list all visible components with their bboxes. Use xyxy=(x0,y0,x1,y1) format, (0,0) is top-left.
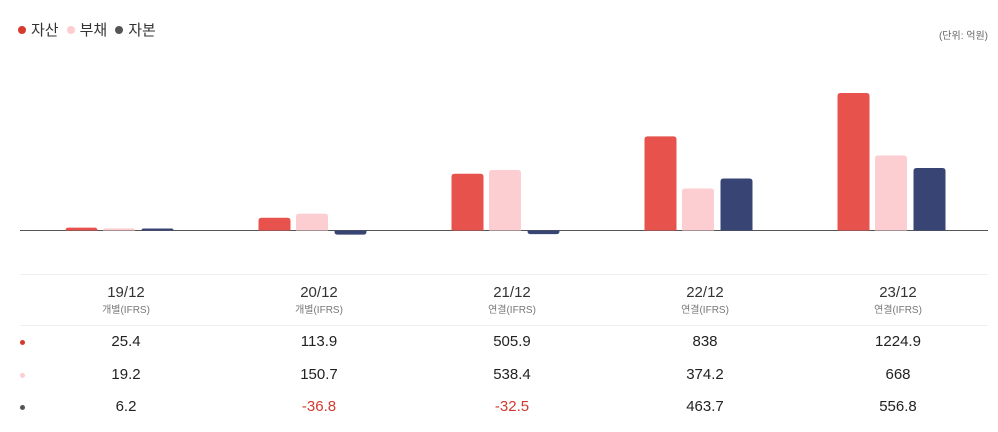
value-assets-21-12: 505.9 xyxy=(493,333,531,350)
period-label: 23/12 xyxy=(879,284,917,301)
bar-liabilities-23-12[interactable] xyxy=(875,155,907,231)
basis-label: 연결(IFRS) xyxy=(488,305,536,316)
bar-equity-20-12[interactable] xyxy=(334,230,367,235)
row-dot-assets xyxy=(20,340,25,345)
basis-label: 개별(IFRS) xyxy=(102,305,150,316)
chart-legend: 자산 부채 자본 xyxy=(18,19,164,40)
bar-assets-23-12[interactable] xyxy=(837,93,870,231)
period-header: 23/12 연결(IFRS) xyxy=(818,284,978,318)
value-assets-19-12: 25.4 xyxy=(111,333,141,350)
bar-liabilities-21-12[interactable] xyxy=(489,170,521,231)
row-dot-liabilities xyxy=(20,373,25,378)
legend-label-liabilities: 부채 xyxy=(79,22,108,39)
value-assets-22-12: 838 xyxy=(692,333,718,350)
value-liabilities-20-12: 150.7 xyxy=(300,366,338,383)
bar-assets-21-12[interactable] xyxy=(451,173,484,231)
row-dot-equity xyxy=(20,405,25,410)
period-label: 21/12 xyxy=(493,284,531,301)
value-liabilities-22-12: 374.2 xyxy=(686,366,724,383)
bar-liabilities-22-12[interactable] xyxy=(682,188,714,231)
bar-assets-20-12[interactable] xyxy=(258,217,291,231)
bar-assets-19-12[interactable] xyxy=(65,227,98,231)
bar-liabilities-20-12[interactable] xyxy=(296,213,328,231)
period-header: 20/12 개별(IFRS) xyxy=(239,284,399,318)
legend-item-assets[interactable]: 자산 xyxy=(18,19,59,40)
bar-equity-19-12[interactable] xyxy=(141,228,174,231)
bar-chart xyxy=(20,93,988,235)
legend-dot-assets xyxy=(18,25,26,34)
period-label: 20/12 xyxy=(300,284,338,301)
table-divider-header xyxy=(20,325,988,326)
legend-dot-liabilities xyxy=(66,25,75,34)
basis-label: 개별(IFRS) xyxy=(295,305,343,316)
value-assets-23-12: 1224.9 xyxy=(875,333,921,350)
unit-label: (단위: 억원) xyxy=(938,31,988,42)
table-divider-top xyxy=(20,274,988,275)
period-header: 22/12 연결(IFRS) xyxy=(625,284,785,318)
legend-label-assets: 자산 xyxy=(31,22,59,39)
bar-equity-23-12[interactable] xyxy=(913,167,946,231)
period-label: 22/12 xyxy=(686,284,724,301)
value-liabilities-21-12: 538.4 xyxy=(493,366,531,383)
bar-equity-21-12[interactable] xyxy=(527,230,560,235)
value-liabilities-19-12: 19.2 xyxy=(111,366,141,383)
value-equity-23-12: 556.8 xyxy=(879,398,917,415)
period-header: 21/12 연결(IFRS) xyxy=(432,284,592,318)
value-liabilities-23-12: 668 xyxy=(885,366,911,383)
value-equity-20-12: -36.8 xyxy=(301,398,337,415)
value-assets-20-12: 113.9 xyxy=(300,333,338,350)
basis-label: 연결(IFRS) xyxy=(681,305,729,316)
legend-item-liabilities[interactable]: 부채 xyxy=(66,19,108,40)
legend-item-equity[interactable]: 자본 xyxy=(115,19,156,40)
period-label: 19/12 xyxy=(107,284,145,301)
bar-assets-22-12[interactable] xyxy=(644,136,677,231)
legend-label-equity: 자본 xyxy=(128,22,156,39)
value-equity-21-12: -32.5 xyxy=(494,398,530,415)
bar-liabilities-19-12[interactable] xyxy=(103,228,135,231)
value-equity-22-12: 463.7 xyxy=(686,398,724,415)
period-header: 19/12 개별(IFRS) xyxy=(46,284,206,318)
value-equity-19-12: 6.2 xyxy=(115,398,137,415)
legend-dot-equity xyxy=(115,25,124,34)
bar-equity-22-12[interactable] xyxy=(720,178,753,231)
basis-label: 연결(IFRS) xyxy=(874,305,922,316)
